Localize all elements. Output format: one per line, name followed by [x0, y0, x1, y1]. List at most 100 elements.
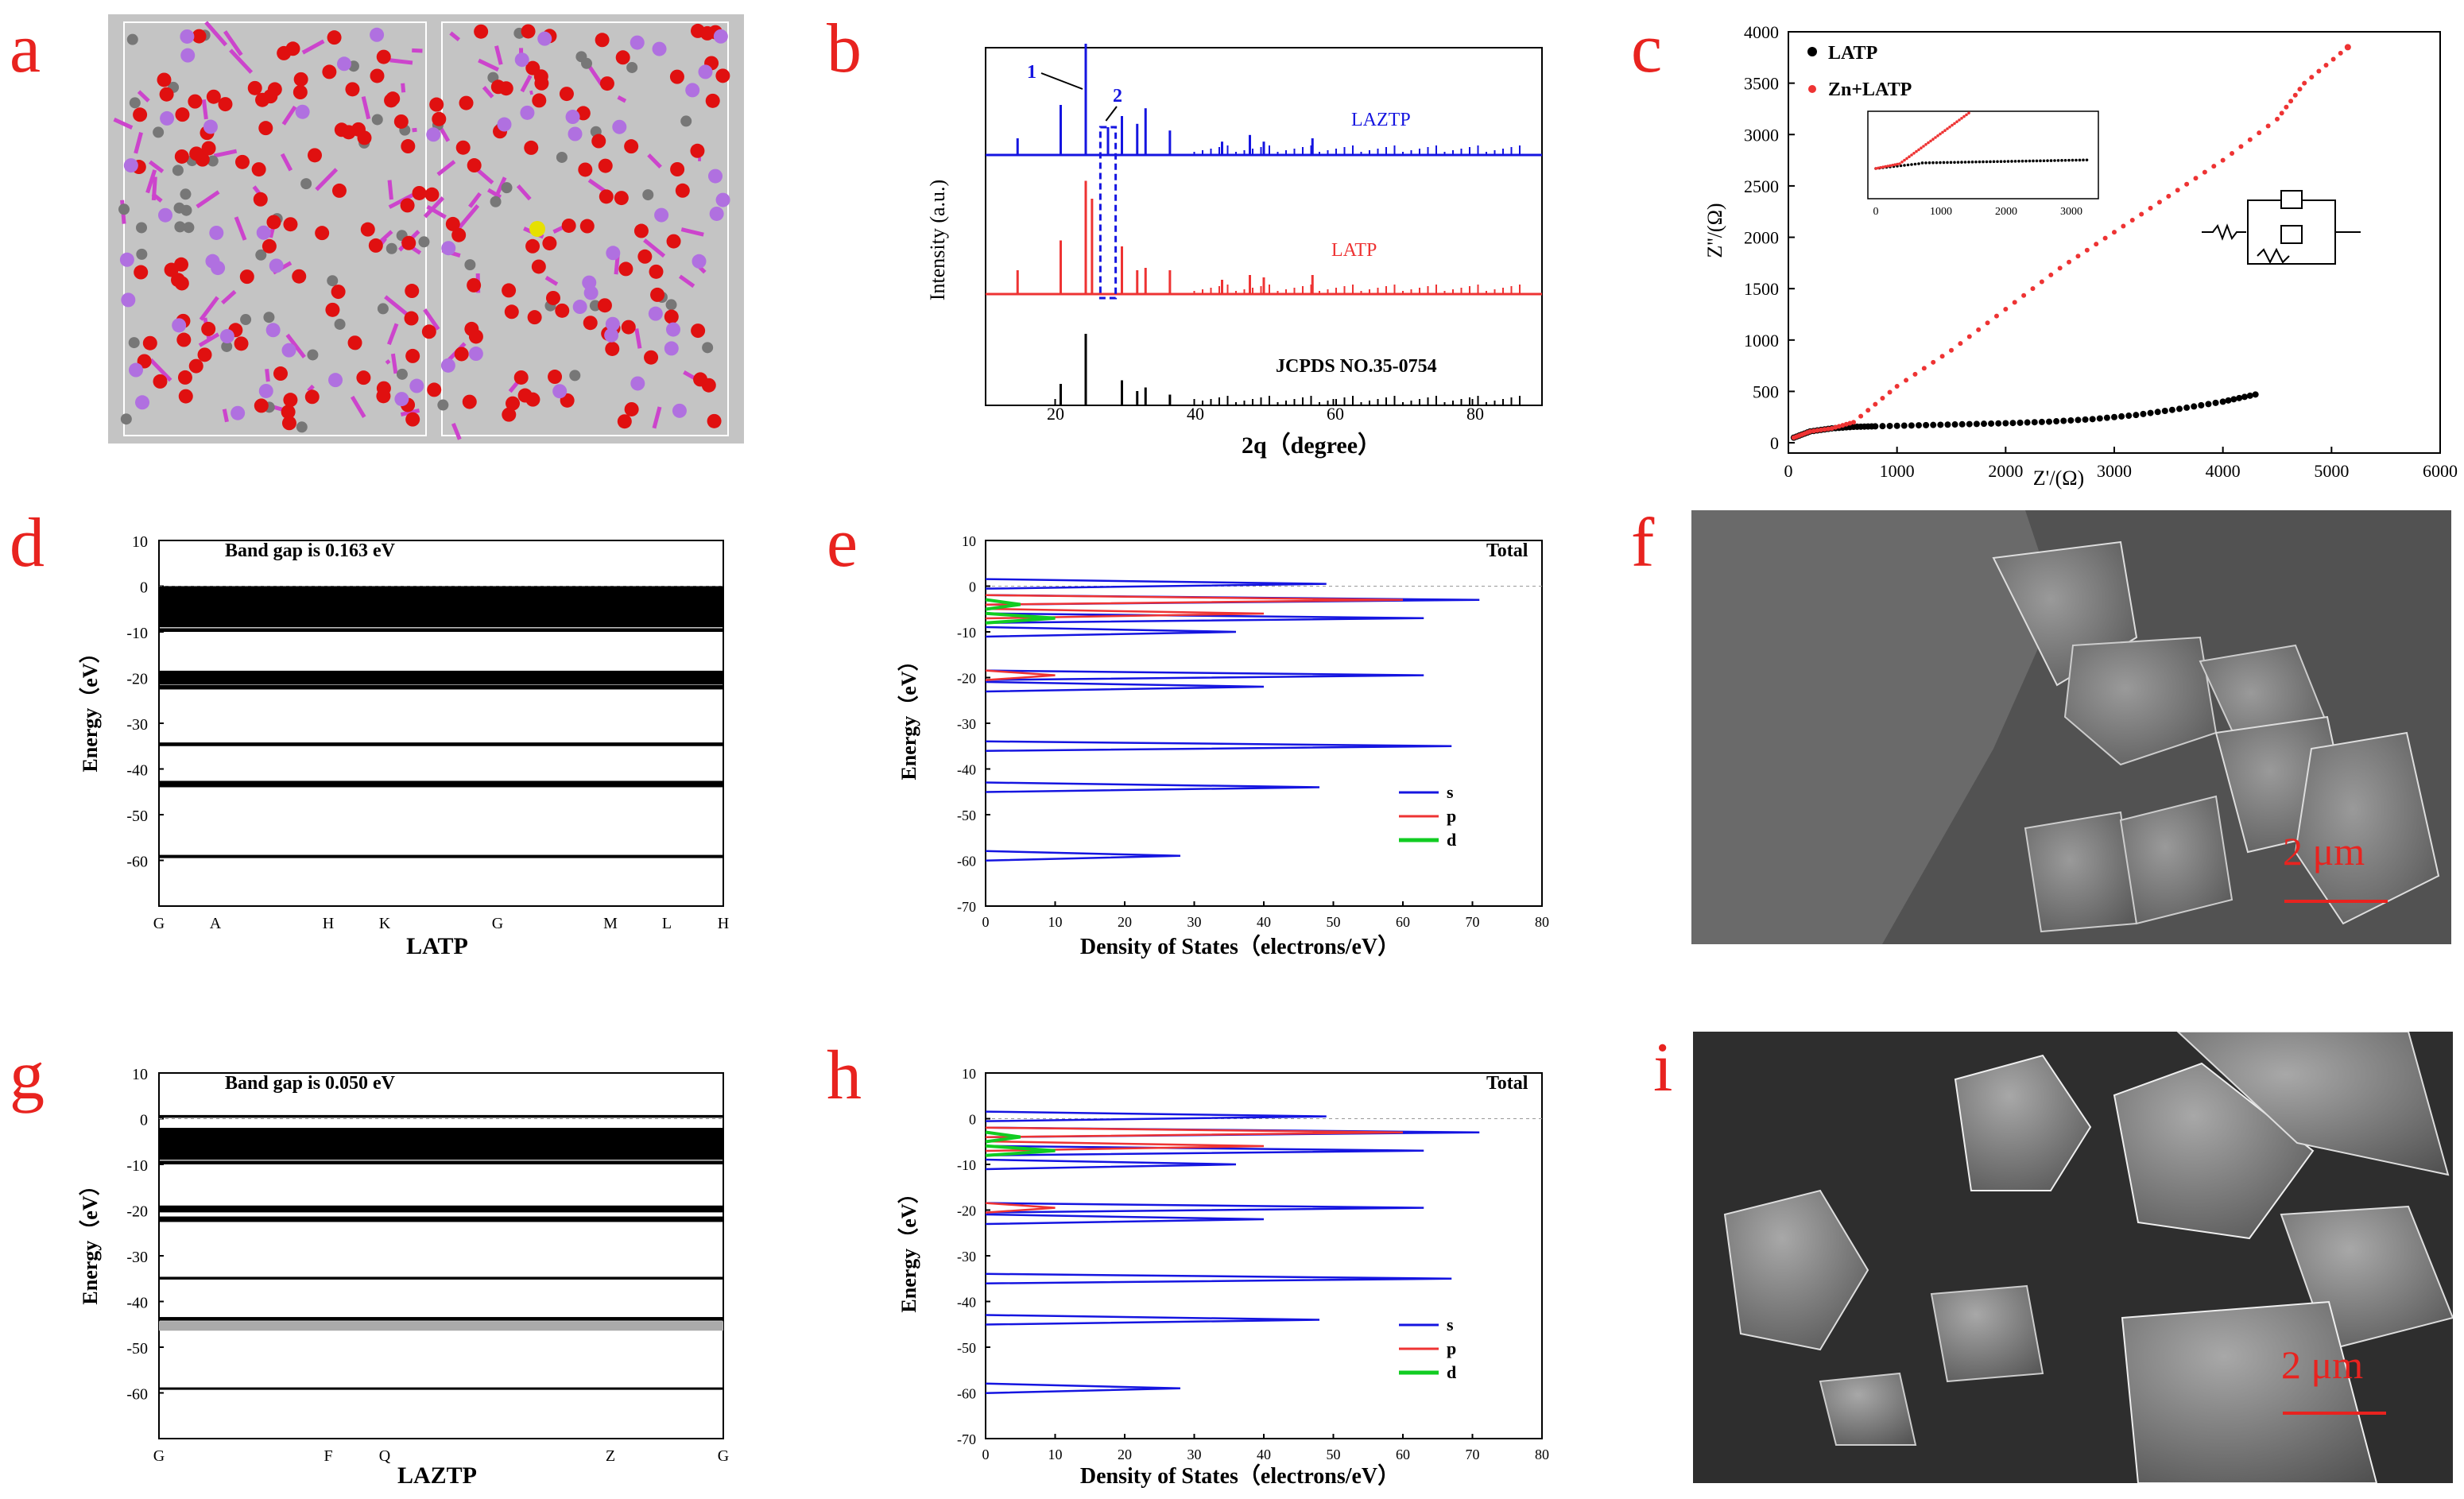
energy-band [159, 854, 723, 858]
atom-li [157, 207, 172, 223]
atom-ti [255, 249, 267, 261]
eis-inset-point [1917, 148, 1920, 152]
atom-o [545, 290, 560, 305]
eis-inset-point [1903, 164, 1906, 167]
atom-o [624, 139, 639, 154]
eis-point-latp [2067, 416, 2075, 424]
bond [647, 153, 662, 168]
dos-xtick-label: 40 [1257, 914, 1271, 930]
atom-li [537, 31, 552, 46]
band-ytick-label: -20 [126, 1203, 148, 1221]
band-lazt-xlabel: LAZTP [397, 1462, 477, 1489]
atom-ti [174, 221, 186, 233]
eis-inset-point [1939, 161, 1942, 165]
eis-inset-point [1917, 162, 1920, 165]
bond [315, 168, 339, 192]
eis-inset-point [2075, 158, 2078, 162]
atom-li [203, 119, 218, 134]
atom-li [295, 104, 310, 119]
eis-point-zn [2323, 63, 2329, 68]
eis-inset-point [1884, 165, 1887, 168]
scale-bar-label-i: 2 μm [2281, 1342, 2364, 1387]
atom-li [692, 254, 707, 269]
atom-o [157, 72, 172, 87]
atom-o [524, 140, 539, 155]
atom-ti [665, 299, 677, 311]
eis-inset-point [1939, 132, 1942, 136]
atom-li [336, 56, 351, 72]
atom-o [578, 162, 593, 177]
atom-o [490, 79, 506, 95]
atom-o [251, 162, 266, 177]
eis-point-latp [1951, 421, 1958, 428]
eis-point-zn [1840, 423, 1846, 428]
atom-o [134, 265, 149, 280]
eis-point-zn [1822, 427, 1827, 432]
eis-point-zn [2112, 230, 2117, 235]
eis-inset-point [1963, 161, 1967, 164]
atom-ti [581, 57, 593, 69]
dos-curve-s [985, 781, 1320, 793]
energy-band [159, 1216, 723, 1222]
band-latp-ylabel: Energy（eV） [79, 642, 102, 772]
eis-inset-point [1903, 158, 1906, 162]
eis-point-latp [2096, 415, 2103, 422]
atom-li [409, 378, 424, 393]
eis-point-zn [2156, 199, 2162, 205]
energy-band [159, 1276, 723, 1280]
eis-inset-point [1910, 153, 1913, 157]
band-ytick-label: -40 [126, 762, 148, 780]
dos-curve-p [985, 1126, 1404, 1138]
energy-band [159, 1128, 723, 1160]
xrd-arrow-1 [1040, 72, 1083, 90]
eis-inset-point [1974, 160, 1978, 164]
eis-point-latp [2118, 413, 2125, 420]
atom-o [376, 49, 391, 64]
dos-curve-s [985, 680, 1265, 693]
bond [229, 48, 254, 74]
atom-o [401, 139, 416, 154]
bond [529, 90, 533, 95]
atom-o [633, 223, 649, 238]
eis-point-latp [2154, 409, 2161, 416]
energy-band [159, 1160, 723, 1164]
atom-o [159, 87, 174, 102]
atom-o [405, 348, 420, 363]
atom-o [401, 235, 416, 250]
eis-ytick-label: 1500 [1744, 279, 1779, 299]
eis-inset-point [2053, 159, 2056, 162]
dos-curve-s [985, 626, 1237, 638]
atom-o [542, 236, 557, 251]
bond [307, 384, 315, 393]
atom-li [552, 384, 568, 399]
eis-inset-point [1927, 161, 1931, 165]
atom-li [630, 376, 645, 391]
eis-inset-point [2032, 159, 2035, 163]
xrd-label-latp: LATP [1331, 240, 1377, 261]
atom-o [188, 358, 203, 374]
eis-ylabel: Z''/(Ω) [1703, 203, 1726, 258]
eis-point-zn [2166, 193, 2171, 199]
atom-o [650, 287, 665, 302]
eis-point-zn [2139, 211, 2144, 217]
eis-inset-point [1908, 155, 1911, 158]
bond [520, 74, 533, 93]
eis-point-zn [2302, 80, 2307, 86]
eis-point-zn [1931, 359, 1936, 365]
eis-point-zn [2297, 87, 2303, 92]
eis-point-latp [2082, 416, 2089, 423]
eis-inset-point [1953, 122, 1956, 126]
atom-o [533, 69, 548, 84]
atom-ti [626, 61, 638, 73]
atom-ti [240, 314, 252, 326]
atom-o [599, 76, 614, 91]
bond [401, 83, 406, 93]
eis-point-zn [2238, 144, 2244, 149]
bond [234, 216, 247, 241]
atom-li [652, 41, 667, 56]
eis-inset-point [2020, 159, 2024, 163]
atom-o [531, 259, 546, 274]
eis-xtick-label: 0 [1784, 461, 1793, 481]
band-ytick-label: 10 [132, 533, 148, 551]
dos-xlabel: Density of States（electrons/eV） [1080, 933, 1400, 959]
